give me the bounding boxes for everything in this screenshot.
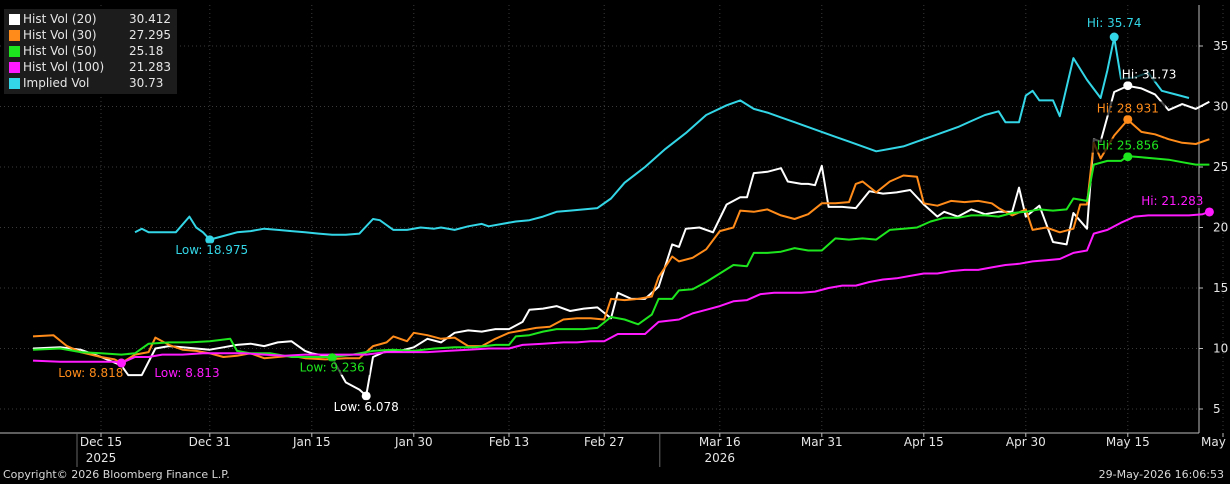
- legend-series-name: Hist Vol (30): [23, 28, 97, 42]
- legend-entry: Hist Vol (50) 25.18: [9, 43, 171, 59]
- annotation-bg: [326, 399, 404, 414]
- legend-series-value: 27.295: [129, 28, 171, 42]
- x-tick-label: Feb 13: [489, 435, 529, 449]
- annotation-bg: [168, 242, 253, 257]
- extreme-label: Low: 9.236: [300, 361, 365, 375]
- legend-swatch: [9, 61, 20, 73]
- x-tick-label: Mar 31: [801, 435, 843, 449]
- annotation-bg: [1125, 193, 1203, 208]
- legend-series-value: 30.73: [129, 76, 164, 90]
- y-tick-label: 35: [1213, 39, 1228, 53]
- annotation-bg: [1088, 101, 1166, 116]
- series-line-implied-vol: [134, 36, 1190, 241]
- extreme-marker: [116, 358, 126, 368]
- annotation-bg: [1078, 16, 1149, 31]
- extreme-label: Hi: 31.73: [1122, 68, 1177, 82]
- y-tick-label: 25: [1213, 160, 1228, 174]
- y-tick-label: 20: [1213, 221, 1228, 235]
- annotation-bg: [45, 366, 123, 381]
- x-tick-label: May 15: [1106, 435, 1150, 449]
- x-tick-label: May 29: [1201, 435, 1230, 449]
- legend-entry: Hist Vol (100) 21.283: [9, 59, 171, 75]
- series-line-hist-vol-30-: [32, 118, 1210, 364]
- legend-series-value: 21.283: [129, 60, 171, 74]
- legend-series-name: Implied Vol: [23, 76, 90, 90]
- legend-entry: Hist Vol (30) 27.295: [9, 27, 171, 43]
- legend-series-name: Hist Vol (50): [23, 44, 97, 58]
- series-line-hist-vol-100-: [32, 210, 1210, 364]
- extreme-label: Hi: 21.283: [1141, 194, 1203, 208]
- extreme-marker: [1204, 207, 1214, 217]
- annotation-bg: [153, 366, 231, 381]
- extreme-marker: [1123, 152, 1133, 162]
- legend-swatch: [9, 13, 20, 25]
- legend-swatch: [9, 77, 20, 89]
- timestamp-text: 29-May-2026 16:06:53: [1098, 468, 1224, 481]
- x-tick-label: Apr 15: [904, 435, 944, 449]
- extreme-label: Hi: 35.74: [1087, 16, 1142, 30]
- extreme-label: Hi: 25.856: [1097, 139, 1159, 153]
- legend-swatch: [9, 45, 20, 57]
- extreme-label: Low: 8.818: [58, 366, 123, 380]
- extreme-label: Low: 6.078: [334, 400, 399, 414]
- extreme-label: Hi: 28.931: [1097, 101, 1159, 115]
- legend-series-value: 25.18: [129, 44, 164, 58]
- x-tick-label: Dec 31: [189, 435, 231, 449]
- legend-entry: Hist Vol (20) 30.412: [9, 11, 171, 27]
- extreme-marker: [327, 353, 337, 363]
- extreme-marker: [1109, 32, 1119, 42]
- chart-legend: Hist Vol (20) 30.412 Hist Vol (30) 27.295 Hi…: [4, 9, 177, 94]
- annotation-bg: [292, 360, 370, 375]
- copyright-text: Copyright© 2026 Bloomberg Finance L.P.: [3, 468, 230, 481]
- legend-entry: Implied Vol 30.73: [9, 75, 171, 91]
- x-tick-label: Mar 16: [699, 435, 741, 449]
- annotation-bg: [1088, 138, 1166, 153]
- legend-series-name: Hist Vol (20): [23, 12, 97, 26]
- x-year-label: 2025: [86, 451, 117, 465]
- extreme-marker: [1123, 114, 1133, 124]
- annotation-bg: [1120, 67, 1191, 82]
- x-year-label: 2026: [705, 451, 736, 465]
- legend-series-name: Hist Vol (100): [23, 60, 105, 74]
- extreme-marker: [1123, 81, 1133, 91]
- y-tick-label: 15: [1213, 281, 1228, 295]
- extreme-marker: [361, 391, 371, 401]
- extreme-label: Low: 8.813: [154, 366, 219, 380]
- y-tick-label: 5: [1213, 402, 1221, 416]
- legend-swatch: [9, 29, 20, 41]
- extreme-marker: [205, 235, 215, 245]
- x-tick-label: Feb 27: [584, 435, 624, 449]
- y-tick-label: 10: [1213, 342, 1228, 356]
- extreme-label: Low: 18.975: [175, 243, 248, 257]
- y-tick-label: 30: [1213, 100, 1228, 114]
- x-tick-label: Apr 30: [1006, 435, 1046, 449]
- legend-series-value: 30.412: [129, 12, 171, 26]
- x-tick-label: Jan 15: [292, 435, 331, 449]
- x-tick-label: Dec 15: [80, 435, 122, 449]
- x-tick-label: Jan 30: [394, 435, 433, 449]
